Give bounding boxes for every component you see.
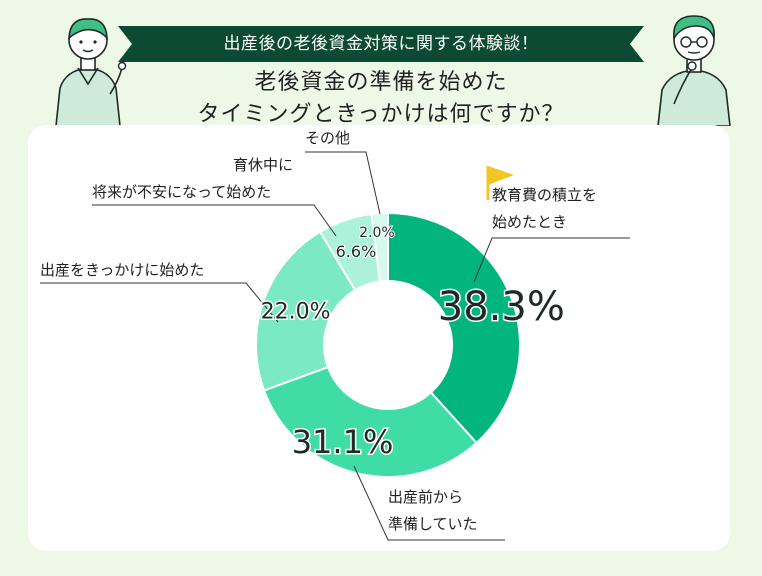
leader-line-4 — [92, 204, 337, 237]
leader-line-5 — [305, 151, 381, 215]
percent-label-4: 6.6% — [336, 242, 377, 261]
header-banner — [118, 26, 644, 62]
donut-slice-5 — [370, 211, 389, 283]
slice-label-2: 準備していた — [388, 515, 478, 533]
slice-label-4: 将来が不安になって始めた — [92, 183, 271, 201]
slice-label-5: その他 — [305, 129, 350, 147]
slice-label-2: 出産前から — [388, 488, 463, 506]
percent-label-2: 31.1% — [292, 423, 394, 461]
percent-label-5: 2.0% — [359, 225, 395, 241]
leader-line-3 — [40, 282, 279, 323]
donut-slice-2 — [262, 365, 478, 478]
leader-line-1 — [473, 237, 630, 283]
percent-label-3: 22.0% — [261, 299, 331, 324]
slice-label-4: 育休中に — [233, 156, 293, 174]
leader-line-2 — [353, 465, 505, 541]
page-title-line-1: 老後資金の準備を始めた — [254, 70, 508, 95]
page-title-line-2: タイミングときっかけは何ですか？ — [197, 102, 565, 127]
flag-icon — [486, 166, 514, 200]
donut-slice-3 — [255, 230, 357, 392]
slice-label-3: 出産をきっかけに始めた — [40, 261, 204, 279]
slice-label-1: 教育費の積立を — [492, 186, 597, 204]
slice-label-1: 始めたとき — [492, 213, 567, 231]
man-illustration — [657, 15, 731, 126]
donut-slice-1 — [387, 211, 521, 445]
percent-label-1: 38.3% — [438, 284, 565, 330]
banner-text: 出産後の老後資金対策に関する体験談！ — [223, 34, 539, 54]
chart-card — [28, 125, 730, 551]
woman-illustration — [55, 18, 127, 126]
